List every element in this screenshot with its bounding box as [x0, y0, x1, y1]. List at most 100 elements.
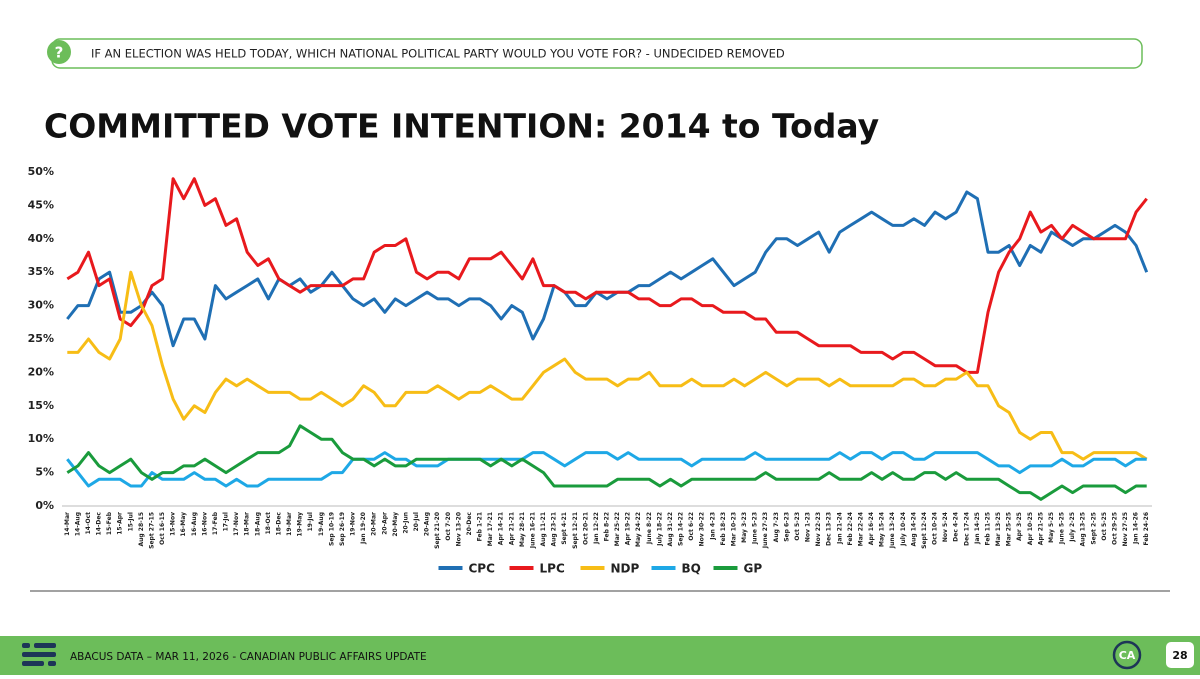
- x-tick-label: Feb 22-24: [847, 512, 854, 546]
- x-tick-label: Mar 13-25: [995, 512, 1002, 546]
- x-tick-label: 20-Dec: [466, 512, 473, 536]
- x-tick-label: Oct 29-25: [1111, 512, 1118, 545]
- x-tick-label: Feb 11-25: [984, 512, 991, 546]
- x-tick-label: Aug 13-25: [1080, 512, 1087, 547]
- legend-label: LPC: [540, 562, 565, 576]
- x-tick-label: July 2-25: [1069, 512, 1076, 543]
- x-tick-label: Mar 10-23: [730, 512, 737, 546]
- footer-logo-text: CA: [1119, 649, 1136, 662]
- x-tick-label: Aug 28-15: [138, 512, 145, 547]
- x-tick-label: Mar 22-24: [857, 512, 864, 546]
- footer-text: ABACUS DATA – MAR 11, 2026 - CANADIAN PU…: [70, 651, 427, 663]
- page-number: 28: [1172, 649, 1187, 662]
- x-tick-label: Feb 8-22: [604, 512, 611, 541]
- x-tick-label: June 8-22: [646, 512, 653, 545]
- x-tick-label: Aug 7-23: [773, 512, 780, 542]
- x-tick-label: Nov 22-23: [815, 512, 822, 546]
- x-tick-label: Jan 19-20: [360, 512, 367, 545]
- question-text: IF AN ELECTION WAS HELD TODAY, WHICH NAT…: [91, 47, 785, 61]
- x-tick-label: 19-Mar: [286, 512, 293, 536]
- x-tick-label: Sep 14-22: [678, 512, 685, 546]
- x-tick-label: Jan 4-23: [709, 512, 716, 541]
- x-tick-label: June 5-23: [752, 512, 759, 545]
- x-tick-label: Jan 21-24: [836, 512, 843, 545]
- x-tick-label: Sep 6-23: [783, 512, 790, 542]
- footer-bar: [0, 636, 1200, 675]
- x-tick-label: Nov 13-20: [455, 512, 462, 546]
- y-tick-label: 35%: [28, 265, 54, 278]
- x-tick-label: Apr 10-25: [1027, 512, 1034, 545]
- x-tick-label: 14-Oct: [85, 512, 92, 534]
- x-tick-label: 20-May: [392, 512, 399, 537]
- question-icon: [47, 40, 71, 64]
- chart-title: COMMITTED VOTE INTENTION: 2014 to Today: [44, 107, 879, 146]
- x-tick-label: Feb 1-21: [477, 512, 484, 541]
- x-tick-label: Aug 11-21: [540, 512, 547, 547]
- x-tick-label: 15-Jul: [127, 512, 134, 531]
- x-tick-label: Sept 2-25: [1090, 512, 1097, 545]
- x-tick-label: Apr 19-22: [625, 512, 632, 545]
- x-tick-label: 19-Aug: [318, 512, 325, 536]
- x-tick-label: Sep 10-19: [328, 512, 335, 546]
- x-tick-label: Jan 14-26: [1133, 512, 1140, 545]
- legend-label: GP: [744, 562, 763, 576]
- legend-label: BQ: [682, 562, 701, 576]
- footer-logo-lines: [22, 643, 56, 666]
- y-tick-label: 15%: [28, 399, 54, 412]
- x-tick-label: July 18-22: [656, 512, 663, 547]
- x-tick-label: June 27-23: [762, 512, 769, 549]
- y-tick-label: 5%: [35, 466, 54, 479]
- series-line: [66, 177, 1148, 374]
- x-tick-label: Dec 13-23: [826, 512, 833, 546]
- series-line: [66, 424, 1147, 501]
- y-tick-label: 0%: [35, 499, 54, 512]
- x-tick-label: 18-Oct: [265, 512, 272, 534]
- x-tick-label: 15-Nov: [170, 512, 177, 536]
- x-tick-label: May 28-21: [519, 512, 526, 547]
- x-tick-label: May 5-25: [1048, 512, 1055, 543]
- x-tick-label: Oct 6-22: [688, 512, 695, 541]
- x-tick-label: Sept 21-20: [434, 512, 441, 549]
- x-tick-label: 19-Nov: [350, 512, 357, 536]
- x-tick-label: Oct 5-23: [794, 512, 801, 541]
- x-tick-label: Apr 3-25: [1016, 512, 1023, 541]
- x-tick-label: May 24-22: [635, 512, 642, 547]
- x-tick-label: Sept 12-21: [572, 512, 579, 549]
- x-tick-label: Dec 17-24: [963, 512, 970, 546]
- y-tick-label: 50%: [28, 165, 54, 178]
- y-tick-label: 25%: [28, 332, 54, 345]
- x-tick-label: 15-Apr: [117, 512, 124, 535]
- x-tick-label: Aug 23-21: [551, 512, 558, 547]
- x-tick-label: 18-Dec: [275, 512, 282, 536]
- y-tick-label: 10%: [28, 432, 54, 445]
- x-tick-label: 20-Mar: [371, 512, 378, 536]
- x-tick-label: Mar 25-25: [1006, 512, 1013, 546]
- legend-label: NDP: [611, 562, 640, 576]
- y-tick-label: 40%: [28, 232, 54, 245]
- x-tick-label: Mar 17-21: [487, 512, 494, 546]
- x-tick-label: 20-Jun: [402, 512, 409, 534]
- x-tick-label: Nov 5-24: [942, 512, 949, 542]
- x-tick-label: Jan 14-25: [974, 512, 981, 545]
- x-tick-label: Jan 12-22: [593, 512, 600, 545]
- x-tick-label: May 3-23: [741, 512, 748, 543]
- x-tick-label: Oct 5-25: [1101, 512, 1108, 541]
- x-tick-label: 19-May: [297, 512, 304, 537]
- x-tick-label: 19-Jul: [307, 512, 314, 531]
- x-tick-label: Oct 16-15: [159, 512, 166, 545]
- x-tick-label: May 15-24: [879, 512, 886, 547]
- x-tick-label: 15-Feb: [106, 511, 113, 535]
- x-tick-label: Nov 1-23: [805, 512, 812, 542]
- x-tick-label: Oct 10-24: [932, 512, 939, 545]
- y-tick-label: 30%: [28, 299, 54, 312]
- x-tick-label: 14-Aug: [74, 512, 81, 536]
- x-tick-label: Mar 25-22: [614, 512, 621, 546]
- x-tick-label: 18-Mar: [244, 512, 251, 536]
- footer-logo: [1112, 640, 1142, 670]
- x-tick-label: Apr 21-21: [508, 512, 515, 545]
- x-tick-label: 16-Nov: [201, 512, 208, 536]
- x-tick-label: 14-Dec: [96, 512, 103, 536]
- x-tick-label: Apr 16-24: [868, 512, 875, 545]
- x-tick-label: Dec 4-24: [953, 512, 960, 542]
